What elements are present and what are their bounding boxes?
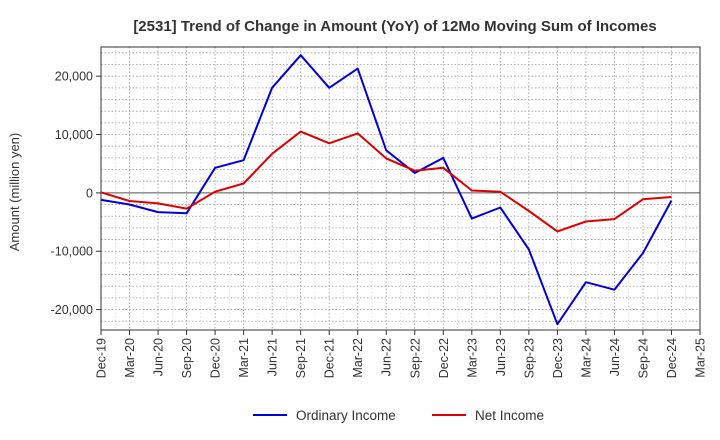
x-tick-label: Sep-24 — [636, 338, 650, 378]
series-lines — [100, 54, 673, 326]
y-tick-label: -20,000 — [51, 303, 93, 317]
plot-area — [100, 46, 701, 331]
x-tick-label: Mar-20 — [123, 338, 137, 378]
x-tick-label: Mar-21 — [237, 338, 251, 378]
x-tick-label: Jun-20 — [152, 338, 166, 376]
series-line-ordinary-income — [100, 54, 673, 326]
x-tick-label: Dec-21 — [323, 338, 337, 378]
x-tick-label: Dec-22 — [437, 338, 451, 378]
y-tick-label: -10,000 — [51, 245, 93, 259]
series-line-net-income — [100, 130, 672, 233]
x-tick-label: Mar-22 — [351, 338, 365, 378]
y-tick-label: 10,000 — [55, 128, 93, 142]
x-axis-ticks: Dec-19 Mar-20 Jun-20 Sep-20 Dec-20 Mar-21 Jun-… — [95, 330, 708, 378]
x-tick-label: Jun-21 — [266, 338, 280, 376]
x-tick-label: Jun-24 — [608, 338, 622, 376]
x-tick-label: Jun-23 — [494, 338, 508, 376]
legend-label: Ordinary Income — [296, 408, 396, 423]
x-tick-label: Dec-24 — [665, 338, 679, 378]
x-tick-label: Sep-22 — [408, 338, 422, 378]
legend-label: Net Income — [475, 408, 544, 423]
x-tick-label: Sep-20 — [180, 338, 194, 378]
grid-lines — [100, 47, 701, 330]
x-tick-label: Sep-23 — [522, 338, 536, 378]
x-tick-label: Dec-20 — [209, 338, 223, 378]
y-axis-ticks: 20,000 10,000 0 -10,000 -20,000 — [51, 70, 101, 317]
x-tick-label: Sep-21 — [294, 338, 308, 378]
y-axis-label: Amount (million yen) — [7, 133, 22, 252]
chart-title: [2531] Trend of Change in Amount (YoY) o… — [133, 18, 656, 35]
x-tick-label: Mar-24 — [579, 338, 593, 378]
x-tick-label: Mar-23 — [465, 338, 479, 378]
x-tick-label: Mar-25 — [694, 338, 708, 378]
y-tick-label: 0 — [86, 186, 93, 200]
x-tick-label: Jun-22 — [380, 338, 394, 376]
x-tick-label: Dec-23 — [551, 338, 565, 378]
y-tick-label: 20,000 — [55, 70, 93, 84]
legend: Ordinary Income Net Income — [253, 408, 544, 423]
x-tick-label: Dec-19 — [95, 338, 109, 378]
